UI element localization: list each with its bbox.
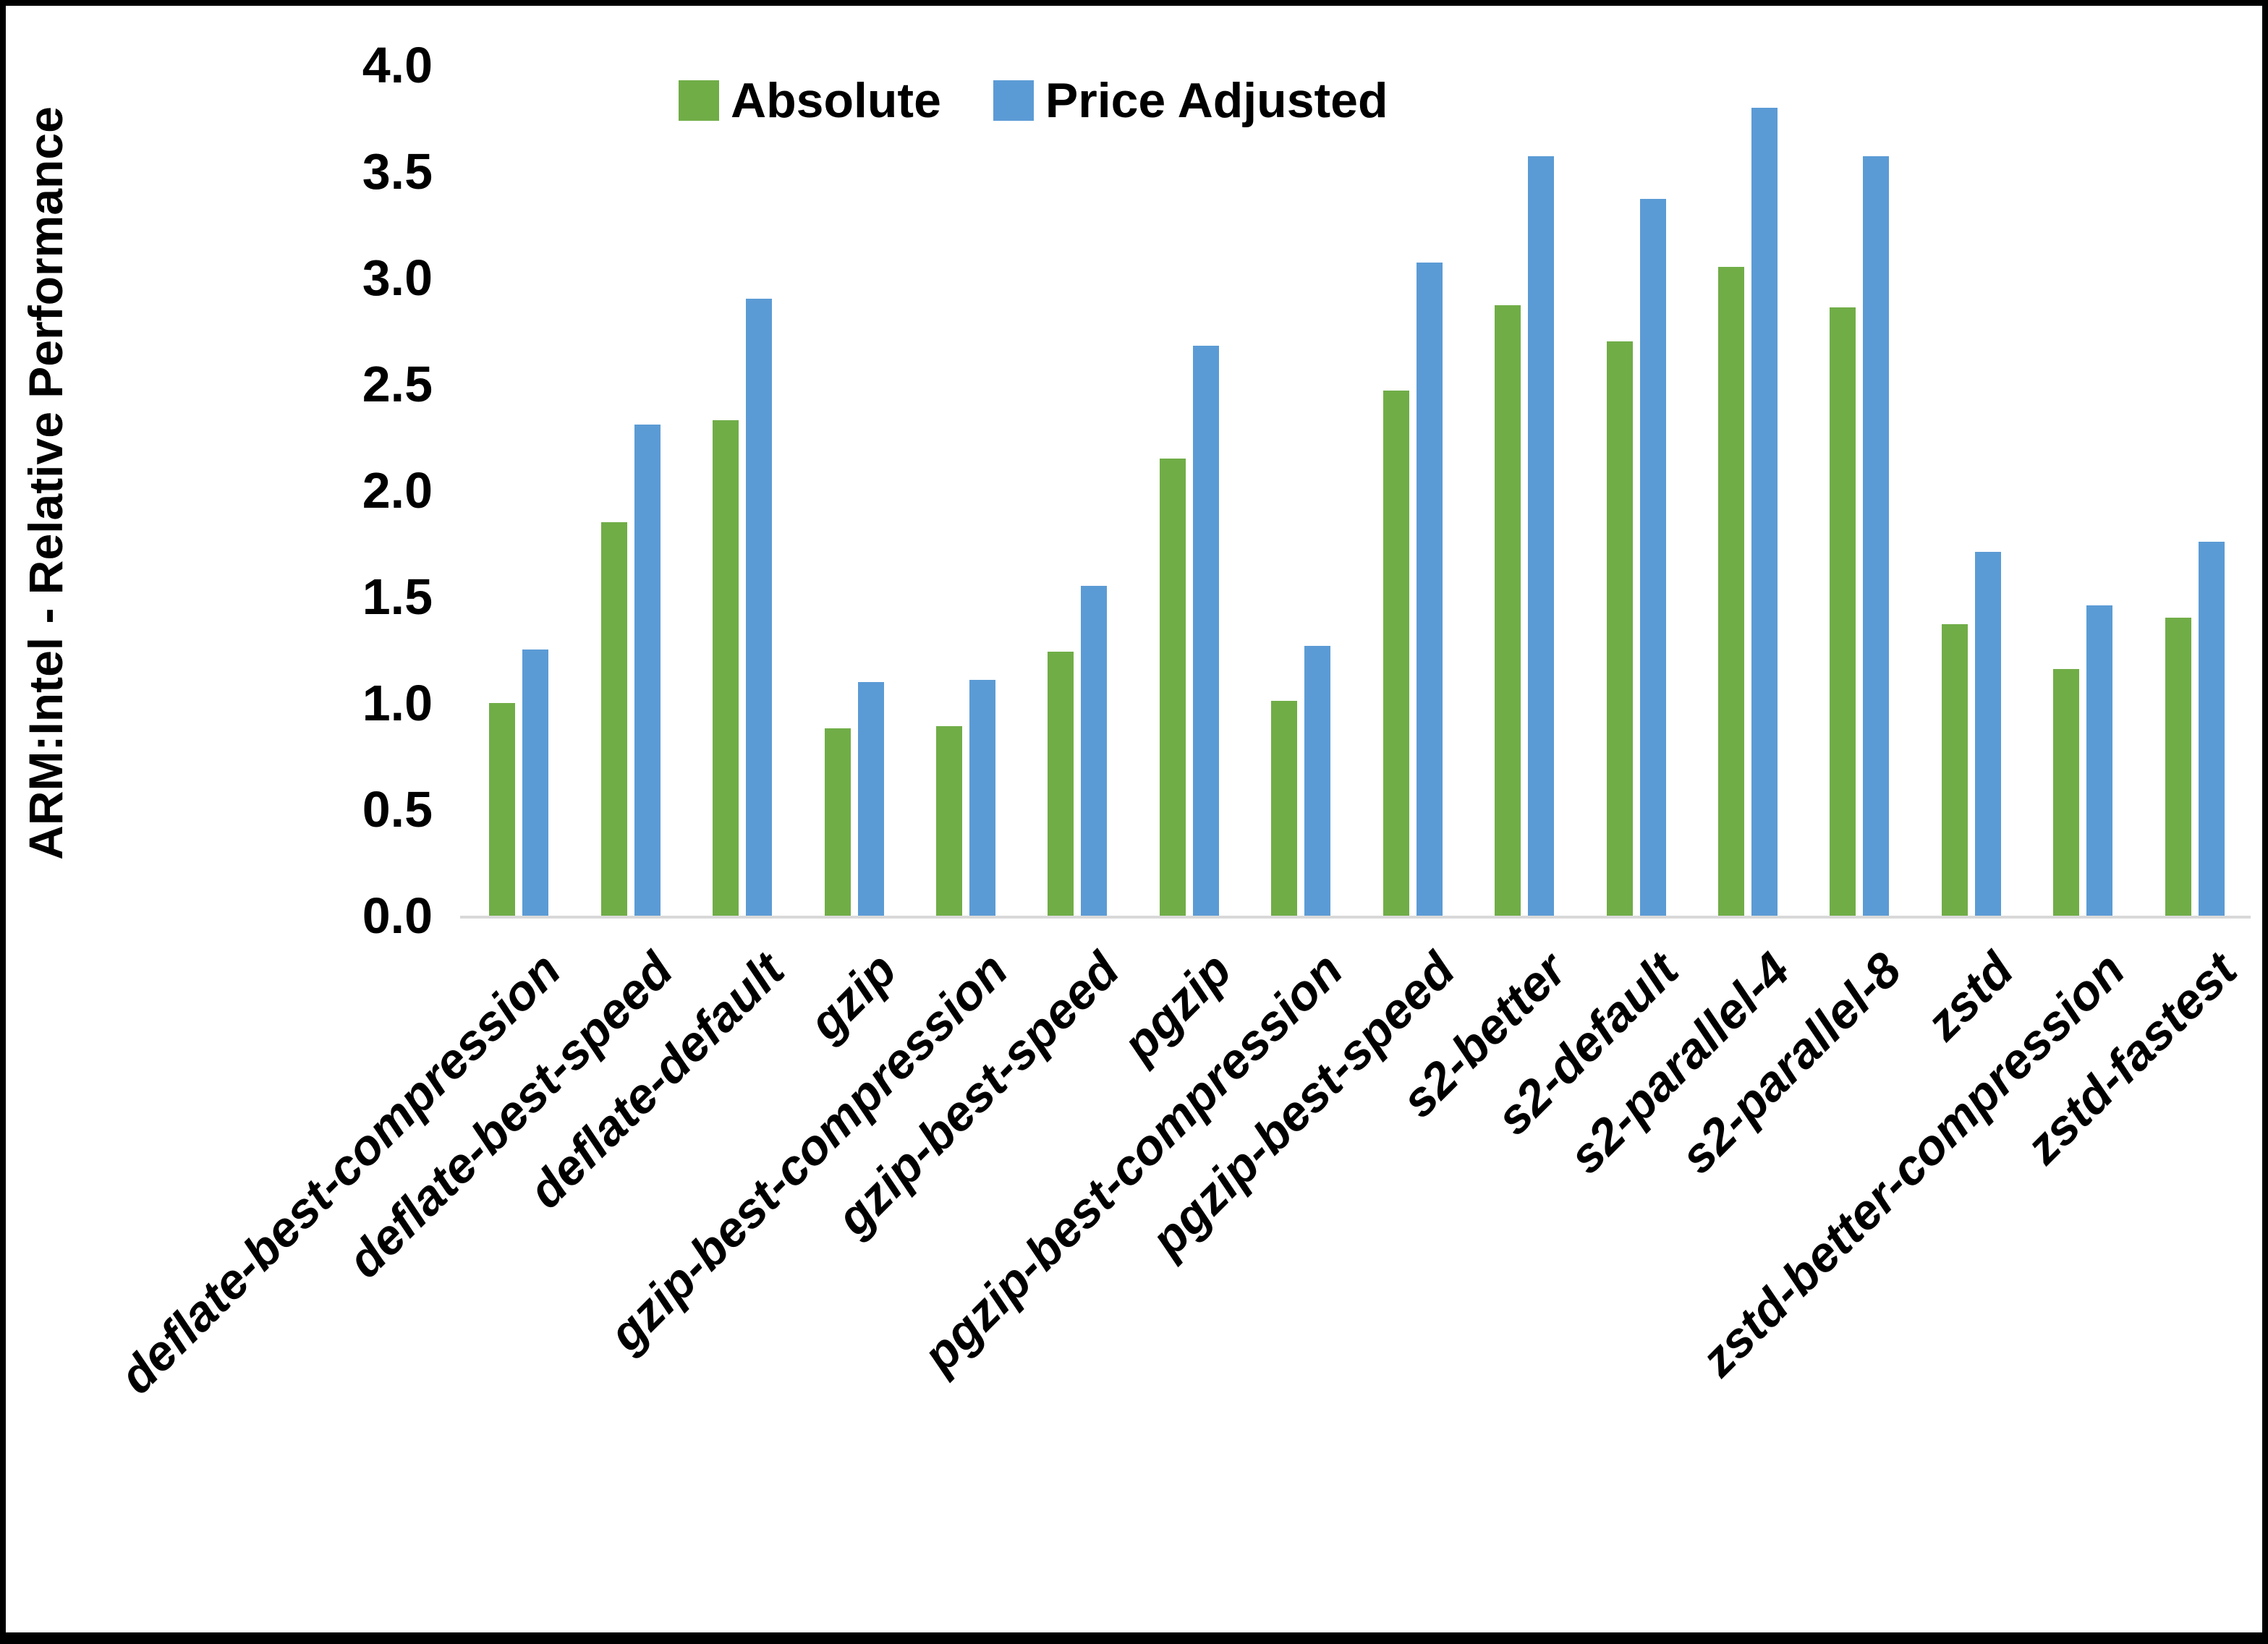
y-tick-label: 0.5 bbox=[362, 781, 433, 838]
y-tick-label: 2.5 bbox=[362, 356, 433, 412]
bar-price-adjusted-pgzip-best-compression bbox=[1304, 646, 1330, 916]
bar-absolute-zstd-better-compression bbox=[2053, 669, 2079, 916]
x-tick-label-deflate-best-compression: deflate-best-compression bbox=[109, 942, 572, 1405]
bar-price-adjusted-s2-default bbox=[1640, 199, 1666, 916]
bar-price-adjusted-zstd-fastest bbox=[2199, 542, 2225, 916]
y-tick-label: 0.0 bbox=[362, 887, 433, 944]
bar-absolute-pgzip-best-compression bbox=[1271, 701, 1297, 916]
legend-swatch-price-adjusted bbox=[993, 80, 1034, 121]
bar-absolute-zstd-fastest bbox=[2165, 618, 2191, 916]
bar-absolute-pgzip-best-speed bbox=[1383, 391, 1409, 916]
bar-price-adjusted-zstd-better-compression bbox=[2086, 605, 2112, 916]
y-tick-label: 1.0 bbox=[362, 675, 433, 731]
bar-absolute-deflate-best-speed bbox=[601, 522, 627, 916]
bar-price-adjusted-pgzip bbox=[1193, 346, 1219, 916]
bar-absolute-s2-default bbox=[1607, 341, 1633, 916]
bar-price-adjusted-pgzip-best-speed bbox=[1417, 263, 1443, 916]
y-tick-label: 3.0 bbox=[362, 250, 433, 306]
bar-price-adjusted-zstd bbox=[1975, 552, 2001, 916]
legend-item-price-adjusted: Price Adjusted bbox=[993, 72, 1388, 129]
y-tick-label: 3.5 bbox=[362, 143, 433, 200]
bar-price-adjusted-deflate-best-compression bbox=[522, 649, 548, 916]
bar-price-adjusted-s2-parallel-8 bbox=[1863, 156, 1889, 916]
bar-price-adjusted-gzip-best-compression bbox=[969, 680, 995, 916]
bar-absolute-gzip bbox=[825, 728, 851, 916]
legend-label-price-adjusted: Price Adjusted bbox=[1045, 73, 1388, 128]
bar-price-adjusted-deflate-default bbox=[746, 299, 772, 916]
y-tick-label: 4.0 bbox=[362, 37, 433, 93]
bar-absolute-zstd bbox=[1942, 624, 1968, 916]
legend-label-absolute: Absolute bbox=[731, 73, 941, 128]
bar-price-adjusted-gzip-best-speed bbox=[1081, 586, 1107, 916]
bar-absolute-deflate-default bbox=[713, 420, 739, 916]
bar-absolute-s2-parallel-4 bbox=[1718, 267, 1744, 916]
x-axis-line bbox=[460, 916, 2251, 919]
y-tick-label: 2.0 bbox=[362, 462, 433, 519]
legend: Absolute Price Adjusted bbox=[679, 72, 1388, 129]
legend-swatch-absolute bbox=[679, 80, 719, 121]
bar-price-adjusted-s2-parallel-4 bbox=[1751, 108, 1778, 916]
bar-absolute-s2-better bbox=[1495, 305, 1521, 916]
bar-price-adjusted-deflate-best-speed bbox=[634, 425, 661, 916]
bar-absolute-s2-parallel-8 bbox=[1830, 307, 1856, 916]
bar-absolute-pgzip bbox=[1160, 459, 1186, 916]
y-tick-label: 1.5 bbox=[362, 568, 433, 625]
bar-price-adjusted-s2-better bbox=[1528, 156, 1554, 916]
plot-area: 0.0 0.5 1.0 1.5 2.0 2.5 3.0 3.5 4.0 deflate-best-… bbox=[6, 6, 2262, 1632]
bar-absolute-gzip-best-speed bbox=[1048, 652, 1074, 916]
bar-price-adjusted-gzip bbox=[858, 682, 884, 916]
legend-item-absolute: Absolute bbox=[679, 72, 941, 129]
bar-absolute-deflate-best-compression bbox=[489, 703, 515, 916]
bar-absolute-gzip-best-compression bbox=[936, 726, 962, 916]
